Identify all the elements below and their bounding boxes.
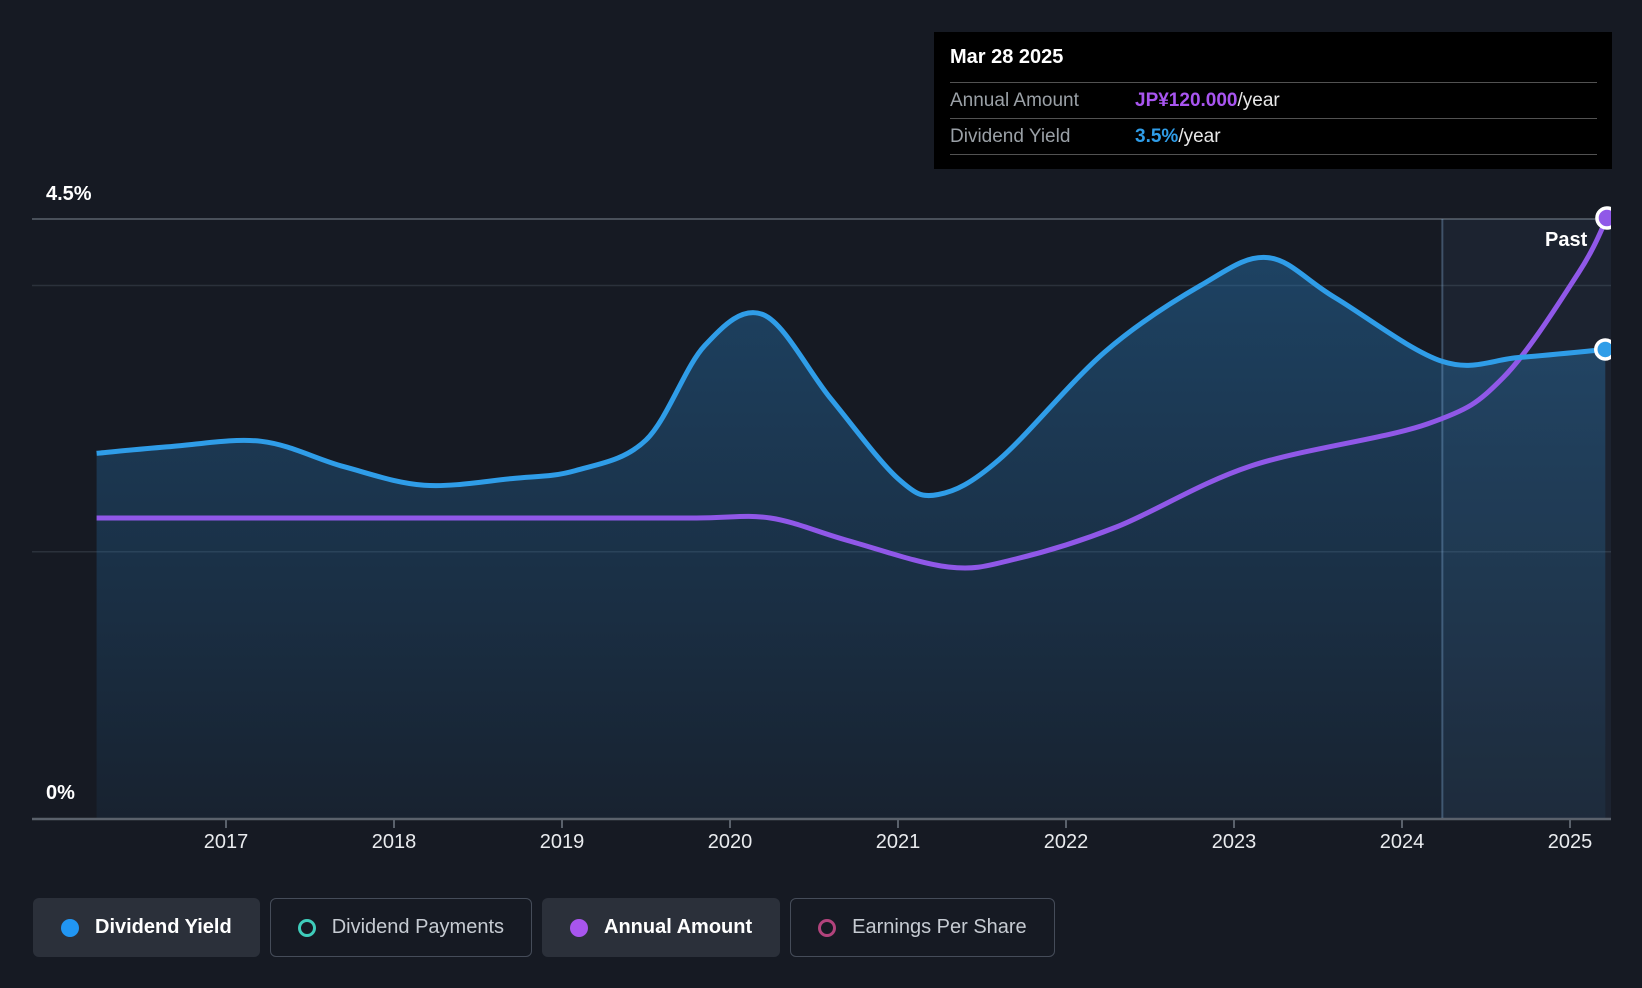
tooltip-row-unit: /year	[1178, 125, 1221, 147]
past-region-label: Past	[1545, 229, 1588, 251]
dividend-yield-line	[96, 255, 1606, 499]
x-axis-label-2023: 2023	[1211, 831, 1257, 853]
legend-button-label: Annual Amount	[604, 916, 753, 938]
x-axis-label-2024: 2024	[1379, 831, 1425, 853]
legend-button-earnings-per-share[interactable]: Earnings Per Share	[790, 898, 1055, 957]
annual-amount-marker-icon	[570, 918, 589, 937]
dividend-payments-marker-icon	[297, 918, 316, 937]
dividend-yield-end-marker	[1594, 338, 1611, 361]
legend-button-label: Dividend Payments	[331, 916, 505, 938]
chart-legend: Dividend Yield Dividend Payments Annual Am…	[33, 898, 1055, 957]
earnings-per-share-marker-icon	[818, 918, 837, 937]
x-axis-label-2020: 2020	[707, 831, 753, 853]
annual-amount-end-marker	[1595, 206, 1611, 230]
tooltip-row-dividend-yield: Dividend Yield 3.5%/year	[950, 119, 1597, 155]
x-axis-label-2025: 2025	[1547, 831, 1593, 853]
tooltip-row-annual-amount: Annual Amount JP¥120.000/year	[950, 83, 1597, 119]
tooltip-row-label: Annual Amount	[950, 89, 1079, 111]
dividend-yield-area	[96, 257, 1606, 818]
x-axis-label-2018: 2018	[371, 831, 417, 853]
tooltip-row-label: Dividend Yield	[950, 125, 1071, 147]
legend-button-dividend-yield[interactable]: Dividend Yield	[33, 898, 260, 957]
legend-button-dividend-payments[interactable]: Dividend Payments	[269, 898, 533, 957]
x-axis-label-2022: 2022	[1043, 831, 1089, 853]
dividend-yield-marker-icon	[61, 918, 79, 937]
tooltip-row-value: 3.5%	[1135, 125, 1179, 147]
tooltip-row-value: JP¥120.000	[1135, 89, 1238, 111]
legend-button-label: Dividend Yield	[95, 916, 232, 938]
chart-tooltip: Mar 28 2025 Annual Amount JP¥120.000/year…	[934, 32, 1612, 169]
legend-button-label: Earnings Per Share	[852, 916, 1027, 938]
legend-button-annual-amount[interactable]: Annual Amount	[542, 898, 781, 957]
highlight-band	[1442, 219, 1611, 818]
tooltip-row-unit: /year	[1237, 89, 1280, 111]
x-axis-label-2019: 2019	[539, 831, 585, 853]
y-axis-top-label: 4.5%	[46, 183, 92, 205]
y-axis-bottom-label: 0%	[46, 782, 75, 804]
annual-amount-line	[96, 216, 1610, 571]
x-axis-label-2017: 2017	[203, 831, 249, 853]
x-axis-label-2021: 2021	[875, 831, 921, 853]
tooltip-date-title: Mar 28 2025	[950, 32, 1597, 83]
